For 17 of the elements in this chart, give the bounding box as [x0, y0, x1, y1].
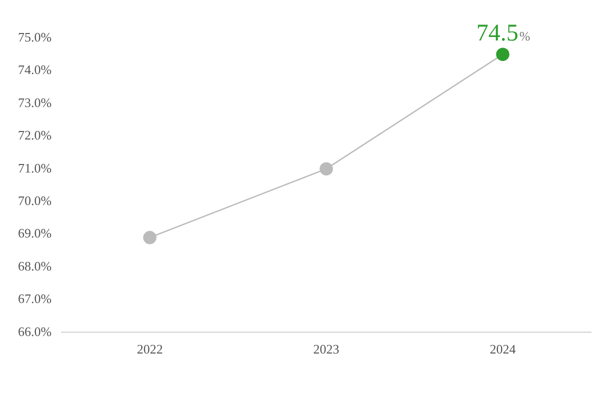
y-tick-label: 72.0% [18, 128, 52, 143]
y-tick-label: 69.0% [18, 226, 52, 241]
point [496, 48, 510, 62]
point [320, 162, 333, 176]
y-tick-label: 66.0% [18, 324, 52, 339]
y-tick-label: 70.0% [18, 192, 52, 208]
x-tick-label: 2024 [490, 342, 516, 357]
y-tick-label: 67.0% [18, 291, 52, 306]
x-tick-label: 2023 [313, 342, 340, 357]
y-tick-label: 75.0% [18, 29, 52, 44]
y-tick-label: 71.0% [18, 160, 52, 176]
x-tick-label: 2022 [136, 342, 163, 357]
point [143, 230, 156, 244]
y-tick-label: 68.0% [18, 258, 52, 274]
y-tick-label: 74.0% [18, 62, 52, 78]
data-label: 74.5% [476, 20, 530, 46]
y-tick-label: 73.0% [18, 94, 52, 110]
